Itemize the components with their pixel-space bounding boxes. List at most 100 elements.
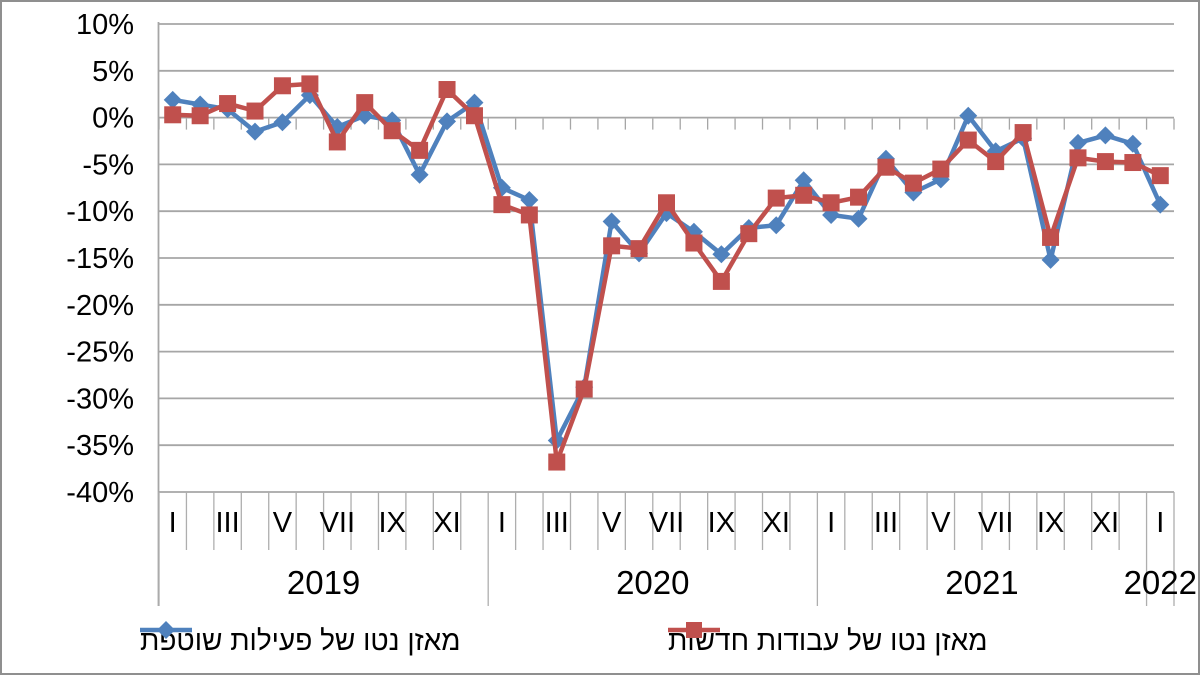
year-label: 2020 — [616, 564, 689, 601]
month-separators — [158, 492, 1175, 606]
month-tick-label: V — [931, 507, 951, 539]
month-tick-label: I — [498, 507, 506, 539]
data-point-square — [987, 153, 1005, 171]
y-tick-label: -10% — [66, 196, 134, 228]
series-1-markers — [164, 75, 1169, 471]
month-tick-label: VII — [649, 507, 684, 539]
data-point-diamond — [794, 171, 813, 190]
y-tick-label: 5% — [92, 56, 134, 88]
data-point-square — [740, 225, 758, 243]
data-point-square — [603, 237, 621, 255]
data-point-diamond — [959, 106, 978, 125]
data-point-square — [548, 453, 566, 471]
y-tick-label: -15% — [66, 243, 134, 275]
blue-diamond-marker-icon — [140, 621, 192, 639]
month-tick-label: I — [827, 507, 835, 539]
data-point-square — [904, 174, 922, 192]
legend-item-current-activity: מאזן נטו של פעילות שוטפת — [140, 618, 461, 664]
month-tick-label: IX — [378, 507, 405, 539]
data-point-square — [273, 77, 291, 95]
data-point-square — [301, 75, 319, 93]
data-point-square — [1014, 124, 1032, 142]
data-point-square — [822, 194, 840, 212]
data-point-diamond — [767, 216, 786, 235]
data-point-square — [959, 131, 977, 149]
data-point-diamond — [602, 212, 621, 231]
data-point-diamond — [1123, 134, 1142, 153]
month-tick-label: VII — [978, 507, 1013, 539]
data-point-square — [1042, 228, 1060, 246]
data-point-square — [932, 160, 950, 178]
data-point-square — [795, 186, 813, 204]
data-point-diamond — [438, 112, 457, 131]
data-point-diamond — [1096, 126, 1115, 145]
y-axis-labels: 10% 5% 0% -5% -10% -15% -20% -25% -30% -35% -40% — [66, 9, 134, 509]
data-point-diamond — [520, 190, 539, 209]
data-point-square — [1096, 153, 1114, 171]
data-point-diamond — [410, 165, 429, 184]
data-point-square — [630, 240, 648, 258]
data-point-diamond — [465, 93, 484, 112]
data-point-diamond — [1151, 195, 1170, 214]
month-tick-label: III — [874, 507, 898, 539]
y-tick-label: -40% — [66, 477, 134, 509]
data-point-square — [328, 133, 346, 151]
y-tick-label: -20% — [66, 290, 134, 322]
data-point-square — [685, 234, 703, 252]
month-tick-label: IX — [708, 507, 735, 539]
y-tick-label: -30% — [66, 383, 134, 415]
zero-axis-ticks — [158, 118, 1175, 130]
data-point-square — [383, 122, 401, 140]
data-point-square — [575, 380, 593, 398]
month-tick-label: V — [602, 507, 622, 539]
month-tick-label: III — [215, 507, 239, 539]
y-tick-label: -5% — [82, 149, 134, 181]
data-point-diamond — [273, 113, 292, 132]
month-tick-label: V — [273, 507, 293, 539]
year-label: 2021 — [945, 564, 1018, 601]
month-tick-label: XI — [1092, 507, 1119, 539]
month-tick-label: I — [169, 507, 177, 539]
data-point-square — [658, 194, 675, 212]
month-tick-label: I — [1156, 507, 1164, 539]
data-point-diamond — [849, 209, 868, 228]
month-tick-label: XI — [763, 507, 790, 539]
data-point-square — [1069, 149, 1087, 167]
data-point-diamond — [712, 245, 731, 264]
data-point-square — [1151, 167, 1169, 185]
data-point-square — [520, 206, 538, 224]
y-tick-label: -35% — [66, 430, 134, 462]
year-labels: 2019 2020 2021 2022 — [287, 564, 1197, 601]
data-point-square — [465, 107, 483, 125]
month-tick-label: III — [545, 507, 569, 539]
data-point-diamond — [246, 122, 265, 141]
year-label: 2019 — [287, 564, 360, 601]
y-tick-label: 0% — [92, 103, 134, 135]
data-point-square — [712, 272, 730, 290]
data-point-square — [438, 81, 456, 99]
red-square-marker-icon — [668, 622, 720, 638]
month-tick-label: VII — [320, 507, 355, 539]
year-label: 2022 — [1124, 564, 1197, 601]
y-tick-label: -25% — [66, 337, 134, 369]
month-tick-label: XI — [433, 507, 460, 539]
legend: מאזן נטו של פעילות שוטפת מאזן נטו של עבו… — [2, 618, 1198, 664]
y-tick-label: 10% — [76, 9, 134, 41]
data-point-square — [164, 106, 182, 124]
data-point-square — [1124, 154, 1142, 172]
data-point-diamond — [1068, 133, 1087, 152]
month-tick-label: IX — [1037, 507, 1064, 539]
data-point-square — [356, 94, 374, 112]
data-point-square — [219, 95, 237, 113]
month-labels: I III V VII IX XI I III V VII IX XI I III V VII IX XI I — [169, 507, 1165, 539]
legend-label-new-works: מאזן נטו של עבודות חדשות — [668, 625, 988, 656]
legend-label-current-activity: מאזן נטו של פעילות שוטפת — [140, 625, 461, 656]
data-point-diamond — [1041, 250, 1060, 269]
legend-item-new-works: מאזן נטו של עבודות חדשות — [668, 618, 987, 664]
data-point-square — [411, 141, 429, 159]
data-point-diamond — [328, 117, 347, 136]
data-point-square — [191, 107, 209, 125]
data-point-square — [767, 189, 785, 207]
